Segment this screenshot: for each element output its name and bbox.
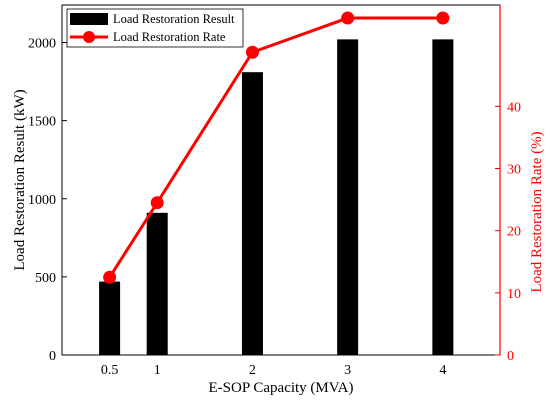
line-layer	[103, 11, 450, 284]
x-tick-label: 0.5	[101, 363, 119, 378]
bar	[432, 39, 454, 355]
bar	[146, 212, 168, 355]
right-tick-label: 30	[507, 162, 521, 177]
right-tick-label: 40	[507, 100, 521, 115]
right-tick-label: 10	[507, 287, 521, 302]
left-tick-label: 0	[49, 349, 56, 364]
legend-label-bar: Load Restoration Result	[113, 12, 235, 26]
x-axis-ticks: 0.5 1 2 3 4	[101, 350, 446, 378]
left-tick-label: 1500	[28, 115, 56, 130]
legend: Load Restoration Result Load Restoration…	[66, 8, 244, 48]
left-tick-label: 500	[35, 271, 56, 286]
rate-point	[245, 45, 259, 59]
legend-marker-circle	[83, 31, 95, 43]
right-tick-label: 0	[507, 349, 514, 364]
legend-label-line: Load Restoration Rate	[113, 30, 226, 44]
right-axis-label: Load Restoration Rate (%)	[529, 131, 545, 292]
left-axis-label: Load Restoration Result (kW)	[12, 89, 28, 270]
x-tick-label: 4	[439, 363, 446, 378]
legend-swatch-bar	[70, 13, 108, 25]
bar	[99, 281, 121, 355]
rate-point	[341, 11, 355, 25]
bars-layer	[99, 39, 454, 355]
x-tick-label: 2	[249, 363, 256, 378]
right-axis-ticks: 0 10 20 30 40	[495, 100, 521, 364]
rate-point	[436, 11, 450, 25]
left-axis-ticks: 0 500 1000 1500 2000	[28, 37, 67, 364]
rate-point	[150, 196, 164, 210]
bar	[337, 39, 359, 355]
bar	[241, 72, 263, 355]
rate-point	[103, 270, 117, 284]
x-axis-label: E-SOP Capacity (MVA)	[209, 380, 354, 396]
x-tick-label: 3	[344, 363, 351, 378]
left-tick-label: 1000	[28, 193, 56, 208]
right-tick-label: 20	[507, 225, 521, 240]
left-tick-label: 2000	[28, 37, 56, 52]
x-tick-label: 1	[154, 363, 161, 378]
